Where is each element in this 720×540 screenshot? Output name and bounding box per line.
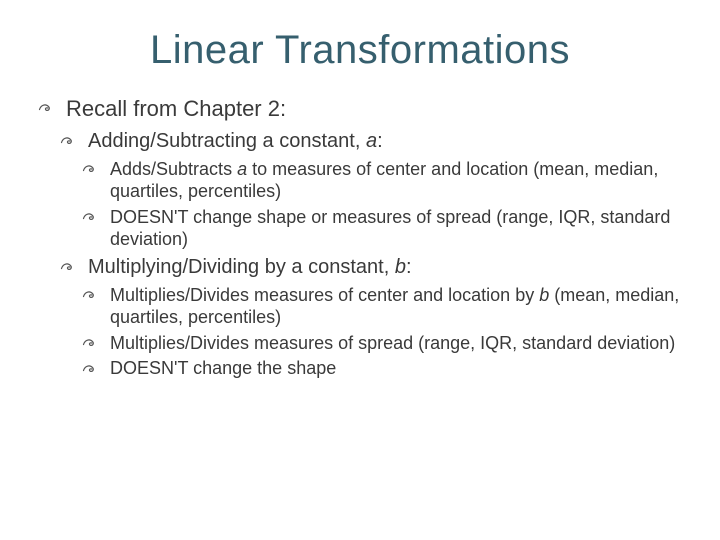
bullet-add-sub-heading: Adding/Subtracting a constant, a:	[60, 129, 682, 154]
bullet-mult-div-heading: Multiplying/Dividing by a constant, b:	[60, 255, 682, 280]
var-a: a	[366, 130, 377, 152]
bullet-recall: Recall from Chapter 2:	[38, 95, 682, 123]
slide: Linear Transformations Recall from Chapt…	[0, 0, 720, 540]
bullet-mult-div-2: Multiplies/Divides measures of spread (r…	[82, 332, 682, 355]
var-b: b	[395, 256, 406, 278]
text-segment: Multiplies/Divides measures of center an…	[110, 285, 539, 305]
slide-title: Linear Transformations	[38, 28, 682, 73]
text-segment: :	[377, 130, 383, 152]
text-segment: Adding/Subtracting a constant,	[88, 130, 366, 152]
bullet-add-sub-2: DOESN'T change shape or measures of spre…	[82, 206, 682, 251]
bullet-mult-div-1: Multiplies/Divides measures of center an…	[82, 284, 682, 329]
text-segment: Adds/Subtracts	[110, 159, 237, 179]
text-segment: :	[406, 256, 412, 278]
text-segment: Multiplying/Dividing by a constant,	[88, 256, 395, 278]
bullet-mult-div-3: DOESN'T change the shape	[82, 357, 682, 380]
var-a: a	[237, 159, 247, 179]
bullet-add-sub-1: Adds/Subtracts a to measures of center a…	[82, 158, 682, 203]
var-b: b	[539, 285, 549, 305]
